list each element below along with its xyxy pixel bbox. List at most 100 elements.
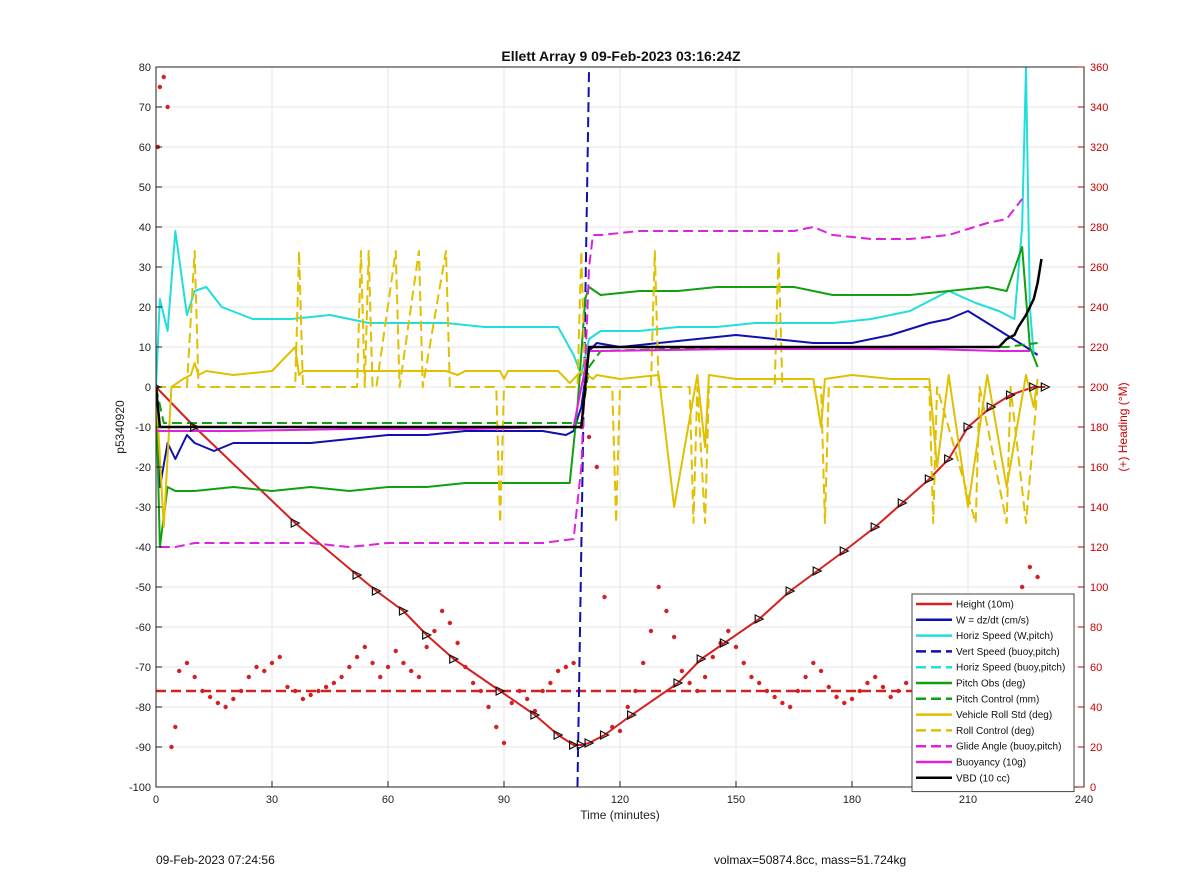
heading-obs-point (803, 674, 808, 680)
heading-obs-point (896, 688, 901, 694)
height-marker (1040, 382, 1051, 392)
heading-obs-point (772, 694, 777, 700)
height-marker (870, 522, 881, 532)
y-tick-label: -10 (135, 422, 151, 434)
heading-obs-point (501, 740, 507, 746)
heading-obs-point (741, 660, 746, 666)
heading-obs-point (231, 696, 236, 702)
heading-obs-point (811, 660, 816, 666)
heading-obs-point (702, 674, 708, 680)
heading-obs-point (795, 688, 801, 694)
legend-label: Horiz Speed (W,pitch) (956, 631, 1053, 642)
heading-obs-point (238, 688, 244, 694)
y2-tick-label: 160 (1090, 462, 1108, 474)
heading-obs-point (888, 694, 893, 700)
x-axis-ticks: 0 30 60 90 120 150 180 210 240 (153, 781, 1093, 806)
y2-tick-label: 140 (1090, 502, 1108, 514)
heading-obs-point (478, 688, 483, 694)
y2-tick-label: 0 (1090, 782, 1096, 794)
y-tick-label: 20 (139, 302, 151, 314)
y-tick-label: -60 (135, 622, 151, 634)
series-buoyancy-10g (156, 348, 1030, 432)
heading-obs-point (157, 84, 163, 90)
heading-obs-point (525, 696, 530, 702)
y-tick-label: 80 (139, 62, 151, 74)
heading-obs-point (173, 724, 178, 730)
height-marker (785, 586, 796, 596)
heading-obs-point (331, 680, 337, 686)
heading-obs-point (277, 654, 282, 660)
heading-obs-point (262, 668, 267, 674)
heading-obs-point (563, 664, 569, 670)
heading-obs-point (432, 628, 437, 634)
x-tick-label: 240 (1075, 794, 1093, 806)
heading-obs-point (447, 620, 453, 626)
heading-obs-point (764, 688, 770, 694)
y-tick-label: -30 (135, 502, 151, 514)
legend-label: Horiz Speed (buoy,pitch) (956, 663, 1065, 674)
legend-label: Roll Control (deg) (956, 726, 1034, 737)
heading-obs-point (826, 684, 831, 690)
heading-obs-point (687, 680, 692, 686)
height-marker (398, 606, 409, 616)
heading-obs-point (486, 704, 491, 710)
height-marker (754, 614, 765, 624)
heading-obs-point (540, 688, 545, 694)
heading-obs-point (409, 668, 414, 674)
heading-obs-point (648, 628, 654, 634)
height-marker (568, 740, 579, 750)
x-tick-label: 150 (727, 794, 745, 806)
height-marker (584, 738, 595, 748)
y2-axis-label: (+) Heading (°M) (1116, 382, 1130, 471)
heading-obs-point (757, 680, 762, 686)
height-marker (1029, 382, 1040, 392)
heading-obs-point (733, 644, 739, 650)
heading-obs-point (555, 668, 561, 674)
height-marker (599, 730, 610, 740)
height-marker (673, 678, 684, 688)
y2-tick-label: 320 (1090, 142, 1108, 154)
legend-label: Height (10m) (956, 600, 1014, 611)
y-tick-label: -70 (135, 662, 151, 674)
heading-obs-point (378, 674, 383, 680)
heading-obs-point (571, 660, 576, 666)
y-tick-label: 10 (139, 342, 151, 354)
legend-label: Buoyancy (10g) (956, 758, 1026, 769)
height-marker (530, 710, 541, 720)
heading-obs-point (385, 664, 391, 670)
heading-obs-point (602, 594, 607, 600)
heading-obs-point (293, 688, 298, 694)
x-tick-label: 30 (266, 794, 278, 806)
legend-box (911, 593, 1075, 793)
heading-obs-point (671, 634, 677, 640)
height-marker (986, 402, 997, 412)
series-glide-angle-buoy-pitch (159, 198, 1023, 548)
heading-obs-point (865, 680, 870, 686)
y-tick-label: -80 (135, 702, 151, 714)
heading-obs-point (165, 104, 170, 110)
y2-tick-label: 200 (1090, 382, 1108, 394)
heading-obs-point (880, 684, 886, 690)
height-marker (924, 474, 935, 484)
heading-obs-point (184, 660, 190, 666)
height-marker (897, 498, 908, 508)
y-tick-label: -90 (135, 742, 151, 754)
y2-tick-label: 80 (1090, 622, 1102, 634)
heading-obs-point (316, 688, 321, 694)
y-tick-label: -50 (135, 582, 151, 594)
heading-obs-point (548, 680, 553, 686)
heading-obs-point (710, 654, 715, 660)
heading-obs-point (1019, 584, 1025, 590)
y-tick-label: -100 (129, 782, 151, 794)
series-pitch-obs-deg (156, 246, 1039, 548)
x-tick-label: 210 (959, 794, 977, 806)
heading-obs-point (780, 700, 785, 706)
x-tick-label: 0 (153, 794, 159, 806)
heading-obs-point (494, 724, 499, 730)
heading-obs-point (254, 664, 259, 670)
heading-obs-point (1035, 574, 1040, 580)
series-vehicle-roll-std-deg (156, 346, 1039, 528)
height-marker (944, 454, 955, 464)
heading-obs-point (207, 694, 213, 700)
heading-obs-point (842, 700, 847, 706)
